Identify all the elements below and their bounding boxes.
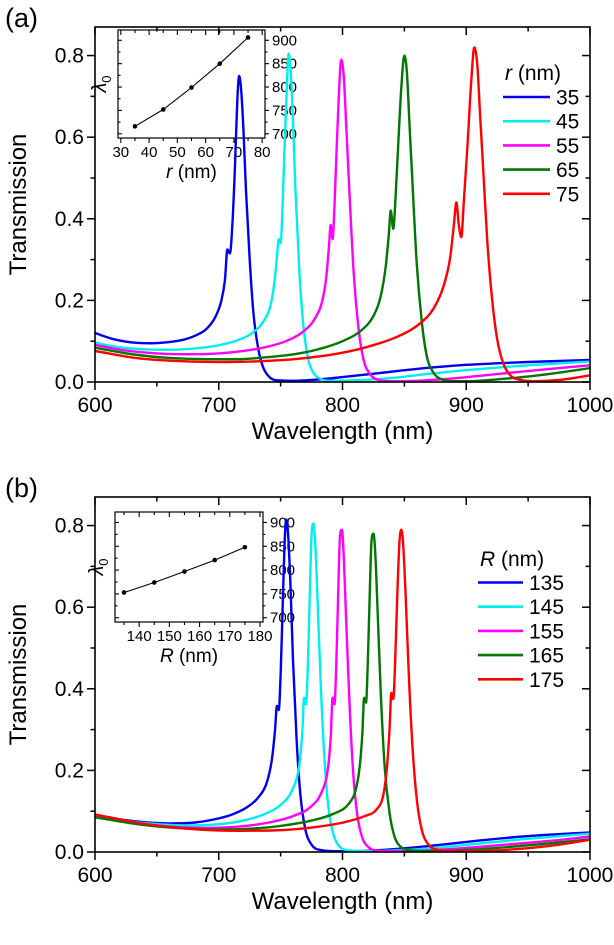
x-tick-label: 1000 [567,864,614,887]
x-axis-title: Wavelength (nm) [252,888,434,915]
inset-x-tick-label: 70 [226,144,243,161]
legend-entry-label: 165 [529,645,564,668]
inset-y-tick-label: 750 [272,102,297,119]
inset-data-point [182,569,187,574]
inset-y-tick-label: 850 [272,56,297,73]
inset-data-point [151,580,157,585]
x-tick-label: 600 [77,864,112,887]
legend-entry-label: 35 [556,87,579,110]
panel-b-label: (b) [5,473,38,503]
y-tick-label: 0.6 [55,126,84,149]
inset-x-tick-label: 30 [112,144,129,161]
panel-a: 30 40 50 60 70 80 700 750 800 850 900 r (nm) λ0 600 70… [0,0,614,470]
y-tick-label: 0.0 [55,841,84,864]
y-tick-label: 0.2 [55,289,84,312]
inset-data-point [160,107,166,112]
inset-data-point [212,557,217,563]
x-tick-label: 800 [325,864,360,887]
panel-b: 140 150 160 170 180 700 750 800 850 900 R (nm) λ0 60… [0,470,614,940]
inset-frame [114,511,264,623]
y-tick-label: 0.2 [55,759,84,782]
inset-data-point [245,35,251,40]
series-line-R=145 [95,522,590,852]
inset-x-axis-title: R (nm) [160,646,218,667]
legend-entry-label: 145 [529,596,564,619]
inset-y-tick-label: 900 [272,32,297,49]
inset-data-point [132,124,138,129]
inset-y-axis-title: λ0 [86,558,111,576]
inset-x-tick-label: 150 [157,628,182,645]
x-axis-title: Wavelength (nm) [252,418,434,445]
inset-y-tick-label: 800 [272,79,297,96]
inset-x-tick-label: 40 [141,144,158,161]
y-tick-label: 0.8 [55,515,84,538]
x-tick-label: 600 [77,394,112,417]
inset-data-point [121,590,127,595]
series-line-R=165 [95,532,590,852]
y-tick-label: 0.4 [55,208,85,231]
y-axis-title: Transmission [5,134,32,276]
x-tick-label: 900 [449,864,484,887]
inset-x-axis-title: r (nm) [166,162,217,183]
series-line-r=65 [95,54,590,382]
inset-x-tick-label: 170 [217,628,242,645]
series-line-r=45 [95,52,590,382]
inset-x-tick-label: 50 [169,144,186,161]
y-tick-label: 0.4 [55,678,85,701]
series-group [95,46,590,382]
inset-x-tick-label: 80 [254,144,271,161]
series-line-r=55 [95,58,590,382]
legend-entry-label: 65 [556,159,579,182]
legend-entry-label: 45 [556,111,579,134]
series-line-R=175 [95,528,590,852]
inset-data-point [242,544,248,550]
inset-x-tick-label: 60 [197,144,214,161]
x-tick-label: 800 [325,394,360,417]
inset-y-tick-label: 850 [270,538,295,555]
x-tick-label: 1000 [567,394,614,417]
x-tick-label: 900 [449,394,484,417]
y-tick-label: 0.8 [55,45,84,68]
inset-x-tick-label: 180 [247,628,272,645]
inset-x-tick-label: 140 [127,628,152,645]
panel-a-label: (a) [5,3,38,33]
legend-entry-label: 175 [529,669,564,692]
inset-x-tick-label: 160 [187,628,212,645]
legend-entry-label: 135 [529,572,564,595]
x-tick-label: 700 [201,864,236,887]
legend-entry-label: 55 [556,135,579,158]
legend-title: r (nm) [505,62,561,85]
legend-entry-label: 75 [556,183,579,206]
series-group [95,518,590,852]
inset-data-point [189,85,194,90]
legend-title: R (nm) [480,548,544,571]
x-tick-label: 700 [201,394,236,417]
inset-data-line [134,37,249,127]
inset-y-tick-label: 900 [270,514,295,531]
legend-entry-label: 155 [529,620,564,643]
y-axis-title: Transmission [5,604,32,746]
inset-data-point [217,61,223,66]
y-tick-label: 0.6 [55,596,84,619]
series-line-r=75 [95,46,590,382]
series-line-R=155 [95,528,590,852]
y-tick-label: 0.0 [55,371,84,394]
series-line-r=35 [95,74,590,382]
inset-y-axis-title: λ0 [89,75,114,93]
